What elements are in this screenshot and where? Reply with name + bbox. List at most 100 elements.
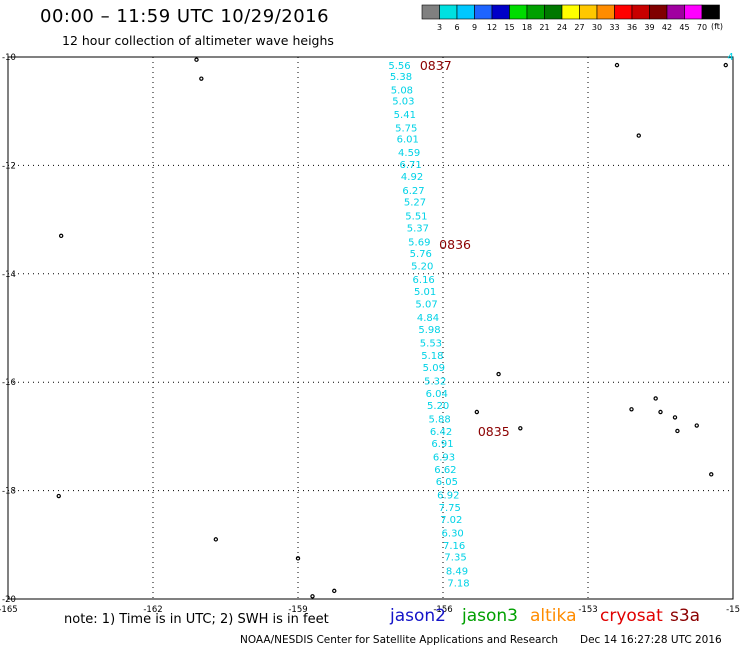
swh-label: 5.27 (404, 198, 426, 209)
island (56, 493, 61, 499)
swh-label: 6.93 (433, 452, 455, 463)
color-swatch (456, 4, 475, 20)
island (194, 57, 199, 62)
color-scale-label: 36 (627, 23, 637, 32)
swh-label: 6.05 (436, 477, 458, 488)
color-scale-label: 15 (504, 23, 514, 32)
color-scale-label: 30 (592, 23, 602, 32)
island (58, 233, 64, 239)
color-swatch (701, 4, 720, 20)
color-swatch (614, 4, 633, 20)
swh-label: 7.35 (444, 553, 466, 564)
swh-label: 5.51 (405, 211, 427, 222)
swh-label: 5.20 (427, 401, 449, 412)
swh-label: 5.41 (394, 110, 416, 121)
swh-label: 5.38 (390, 72, 412, 83)
color-swatch (421, 4, 440, 20)
swh-label: 8.49 (446, 566, 468, 577)
swh-label: 5.32 (424, 377, 446, 388)
swh-label: 6.91 (431, 439, 453, 450)
x-tick-label: -156 (433, 605, 452, 615)
legend-jason2: jason2 (390, 606, 446, 626)
color-swatch (544, 4, 563, 20)
swh-label: 5.76 (410, 249, 432, 260)
legend-cryosat: cryosat (600, 606, 663, 626)
time-label: 0835 (478, 424, 510, 439)
color-scale-label: 21 (539, 23, 549, 32)
time-label: 0836 (439, 237, 471, 252)
swh-label: 5.37 (407, 224, 429, 235)
x-tick-label: -159 (288, 605, 307, 615)
color-swatch (596, 4, 615, 20)
island (694, 423, 699, 428)
swh-label: 6.62 (434, 465, 456, 476)
color-swatch (526, 4, 545, 20)
island (213, 537, 219, 542)
swh-label: 6.30 (442, 528, 464, 539)
swh-label: 5.07 (415, 300, 437, 311)
swh-label: 5.08 (391, 86, 413, 97)
island (310, 594, 315, 599)
island (614, 62, 620, 68)
swh-label: 7.02 (440, 515, 462, 526)
x-tick-label: -153 (578, 605, 597, 615)
color-scale-label: 39 (644, 23, 654, 32)
color-scale-label: 6 (454, 23, 459, 32)
swh-label: 5.01 (414, 287, 436, 298)
gridlines (8, 57, 733, 599)
swh-label: 7.75 (439, 503, 461, 514)
legend-jason3: jason3 (462, 606, 518, 626)
color-scale-label: 12 (487, 23, 497, 32)
island (709, 472, 714, 477)
color-scale-label: 33 (609, 23, 619, 32)
color-swatch (579, 4, 598, 20)
swh-label: 5.88 (428, 415, 450, 426)
x-tick-label: -15 (726, 605, 740, 615)
x-tick-label: -165 (0, 605, 18, 615)
swh-label: 4.92 (401, 172, 423, 183)
island (723, 62, 728, 68)
time-label: 0837 (420, 58, 452, 73)
swh-label: 4.59 (398, 148, 420, 159)
color-scale-unit: (ft) (711, 22, 724, 31)
color-swatch (649, 4, 668, 20)
swh-label: 5.09 (423, 363, 445, 374)
island (629, 407, 634, 412)
legend-altika: altika (530, 606, 577, 626)
color-scale-label: 70 (697, 23, 707, 32)
color-swatch (684, 4, 703, 20)
swh-label: 5.20 (411, 262, 433, 273)
color-scale-label: 45 (679, 23, 689, 32)
y-tick-label: -14 (2, 270, 16, 280)
color-swatch (491, 4, 510, 20)
islands (56, 57, 728, 599)
color-scale-label: 42 (662, 23, 672, 32)
island (518, 426, 523, 431)
swh-label: 5.98 (418, 325, 440, 336)
color-swatch (474, 4, 493, 20)
color-scale-label: 9 (472, 23, 477, 32)
legend-s3a: s3a (670, 606, 701, 626)
color-scale: 3 6 9 12 15 18 21 24 27 30 33 36 39 42 45 70 (421, 4, 720, 32)
footer-timestamp: Dec 14 16:27:28 UTC 2016 (580, 634, 722, 646)
color-scale-label: 24 (557, 23, 567, 32)
swh-label: 6.71 (399, 160, 421, 171)
chart-subtitle: 12 hour collection of altimeter wave hei… (62, 33, 334, 48)
swh-label: 6.42 (430, 427, 452, 438)
y-tick-label: -16 (2, 378, 16, 388)
time-labels: 0837 0836 0835 (420, 58, 510, 439)
chart-title: 00:00 – 11:59 UTC 10/29/2016 (40, 6, 330, 27)
y-tick-label: -12 (2, 161, 16, 171)
island (295, 556, 301, 561)
x-tick-label: -162 (143, 605, 162, 615)
swh-label: 5.69 (408, 237, 430, 248)
y-tick-label: -18 (2, 487, 16, 497)
swh-label: 6.16 (413, 275, 435, 286)
swh-label: 4.84 (417, 313, 439, 324)
plot-frame (7, 56, 734, 600)
island (199, 76, 204, 81)
y-tick-label: -20 (2, 595, 16, 605)
island (653, 396, 658, 401)
color-swatch (666, 4, 685, 20)
